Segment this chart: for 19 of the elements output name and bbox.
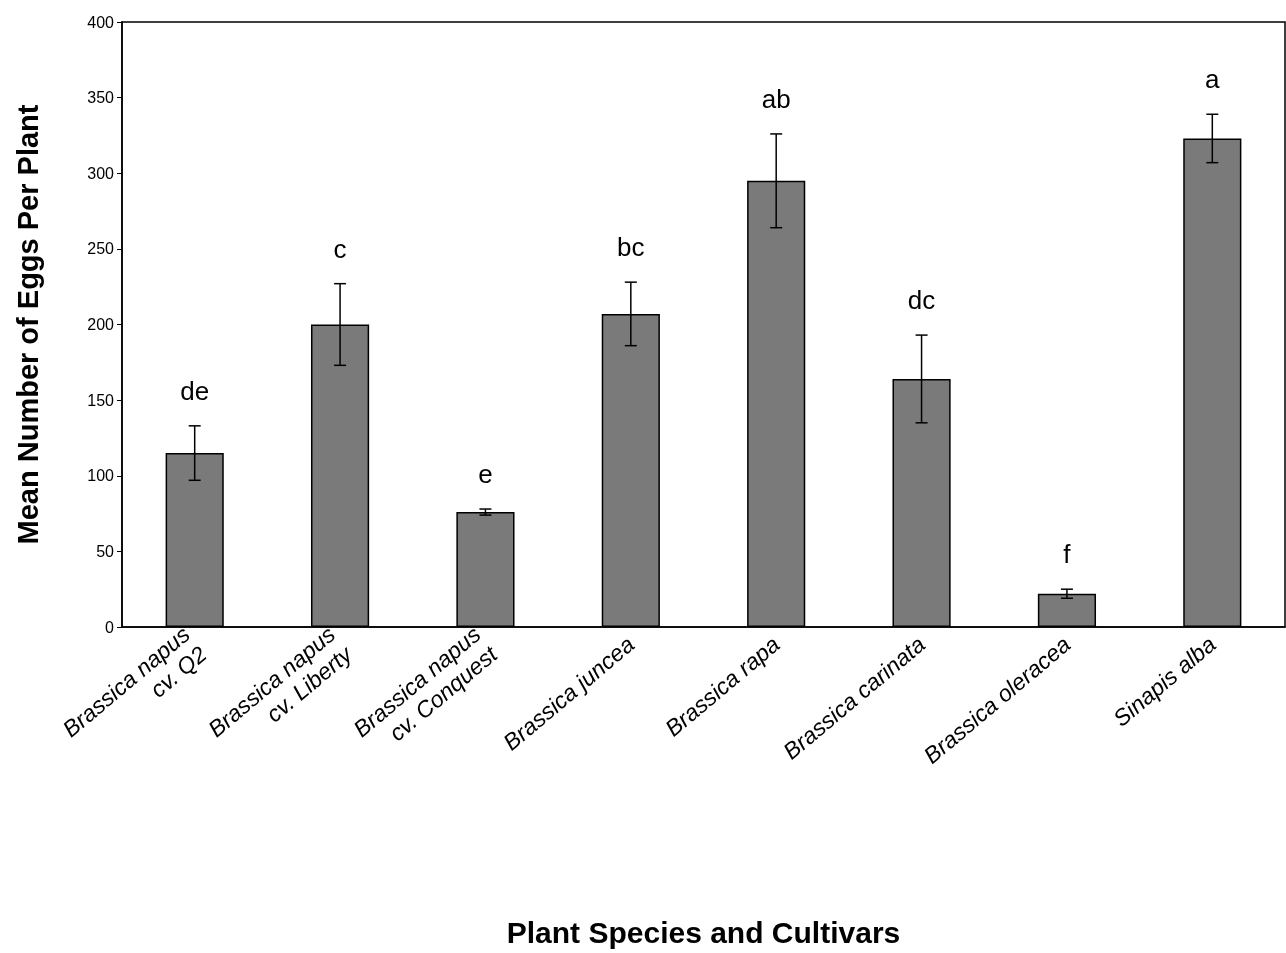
x-axis-title: Plant Species and Cultivars — [506, 915, 901, 949]
y-tick-label: 300 — [87, 164, 115, 182]
y-tick-label: 0 — [105, 618, 115, 636]
y-tick-label: 150 — [87, 391, 115, 409]
annotation: bc — [617, 232, 645, 263]
annotation: de — [180, 375, 210, 406]
y-tick-label: 350 — [87, 89, 115, 107]
annotation: ab — [761, 83, 791, 114]
annotation: dc — [907, 285, 936, 316]
annotation: a — [1205, 64, 1221, 95]
y-tick-label: 100 — [87, 467, 115, 485]
annotation: c — [333, 233, 347, 264]
annotation: e — [478, 459, 493, 490]
y-tick-label: 250 — [87, 240, 115, 258]
annotation: f — [1063, 539, 1072, 570]
y-tick-label: 400 — [87, 13, 115, 31]
y-tick-label: 50 — [96, 542, 115, 560]
y-tick-label: 200 — [87, 316, 115, 333]
y-axis-title: Mean Number of Eggs Per Plant — [11, 104, 44, 545]
